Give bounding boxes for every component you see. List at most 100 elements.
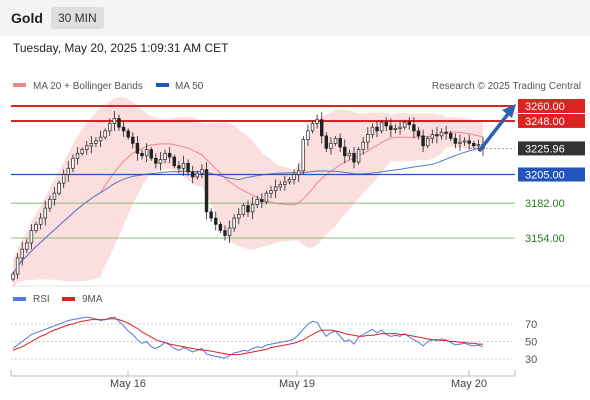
candle	[264, 190, 269, 205]
instrument-title: Gold	[11, 10, 43, 26]
research-credit: Research © 2025 Trading Central	[432, 81, 581, 92]
candle	[66, 160, 71, 182]
level-label: 3205.00	[525, 169, 565, 181]
timeframe-button[interactable]: 30 MIN	[51, 7, 104, 29]
candle	[80, 147, 84, 156]
candle	[85, 140, 89, 155]
rsi-legend-swatch	[13, 297, 26, 301]
candle	[209, 208, 213, 222]
ma50-line	[12, 146, 484, 275]
candle	[273, 179, 278, 199]
candle	[186, 159, 190, 176]
candle	[343, 139, 347, 164]
candle	[223, 225, 227, 241]
candle	[370, 123, 375, 139]
rsi-tick-label: 50	[525, 337, 537, 349]
candle	[347, 149, 352, 160]
candle	[449, 130, 453, 141]
candle	[320, 112, 324, 144]
candle	[181, 155, 186, 176]
candle	[167, 147, 172, 164]
candle	[89, 135, 94, 154]
candle	[103, 128, 107, 140]
candle	[315, 114, 319, 129]
candle	[375, 120, 379, 138]
candle	[310, 120, 315, 134]
candle	[255, 195, 259, 209]
candle	[444, 125, 448, 140]
candle	[416, 127, 421, 140]
chart-header: Gold 30 MIN	[0, 0, 590, 36]
candle	[158, 152, 163, 171]
candle	[467, 134, 471, 150]
candle	[278, 180, 282, 191]
rsi-ma-legend-swatch	[62, 297, 75, 301]
candle	[71, 154, 75, 172]
candle	[260, 193, 264, 209]
x-tick-label: May 20	[451, 378, 487, 390]
candle	[338, 133, 342, 153]
candle	[94, 137, 98, 148]
candle	[269, 185, 273, 199]
candle	[131, 132, 135, 149]
candle	[329, 137, 333, 155]
candle	[283, 175, 287, 191]
rsi-tick-label: 30	[525, 354, 537, 366]
candle	[154, 153, 158, 169]
candle	[20, 241, 24, 266]
candle	[384, 117, 388, 131]
candle	[214, 211, 218, 231]
candle	[421, 129, 425, 153]
candle	[117, 114, 121, 131]
candle	[34, 221, 38, 234]
candle	[333, 135, 338, 146]
candle	[200, 164, 204, 179]
candle	[108, 118, 112, 136]
candle	[462, 137, 467, 146]
candle	[43, 200, 47, 226]
level-label: 3225.96	[525, 143, 565, 155]
candle	[11, 271, 15, 282]
candle	[435, 127, 439, 144]
candle	[163, 149, 167, 164]
candle	[389, 118, 393, 138]
candle	[52, 186, 57, 206]
candle	[292, 169, 296, 185]
level-tag-3248.00	[518, 113, 585, 128]
candle	[135, 135, 140, 161]
candle	[301, 135, 306, 175]
candle	[458, 134, 462, 151]
candle	[57, 180, 61, 196]
candle	[75, 147, 80, 165]
candle	[195, 170, 200, 180]
candle	[356, 147, 361, 165]
level-label: 3248.00	[525, 116, 565, 128]
rsi-tick-label: 70	[525, 319, 537, 331]
candle	[296, 163, 301, 182]
x-tick-label: May 19	[279, 378, 315, 390]
price-levels: 3260.00 3248.00 3225.96 3205.00 3182.00 3154.…	[11, 99, 585, 245]
rsi-line	[12, 316, 484, 359]
candle	[121, 120, 126, 138]
forecast-arrow-shaft	[478, 112, 510, 152]
candle	[430, 129, 435, 144]
candle	[172, 154, 176, 169]
candle	[250, 196, 255, 220]
candle	[425, 135, 430, 149]
candle	[393, 124, 398, 134]
candle	[379, 119, 384, 134]
candle	[472, 140, 476, 149]
candle	[237, 208, 241, 225]
level-tag-3205.00	[518, 167, 585, 182]
candle	[366, 127, 370, 150]
ma50-legend-swatch	[156, 83, 169, 87]
candle	[61, 169, 66, 189]
level-label: 3260.00	[525, 101, 565, 113]
level-label: 3154.00	[525, 233, 565, 245]
candle	[126, 128, 130, 140]
ma20-legend-swatch	[13, 83, 26, 87]
x-axis-ticks: May 16 May 19 May 20	[110, 370, 487, 390]
candle	[287, 176, 292, 185]
candle	[98, 130, 103, 148]
candle	[29, 224, 34, 250]
